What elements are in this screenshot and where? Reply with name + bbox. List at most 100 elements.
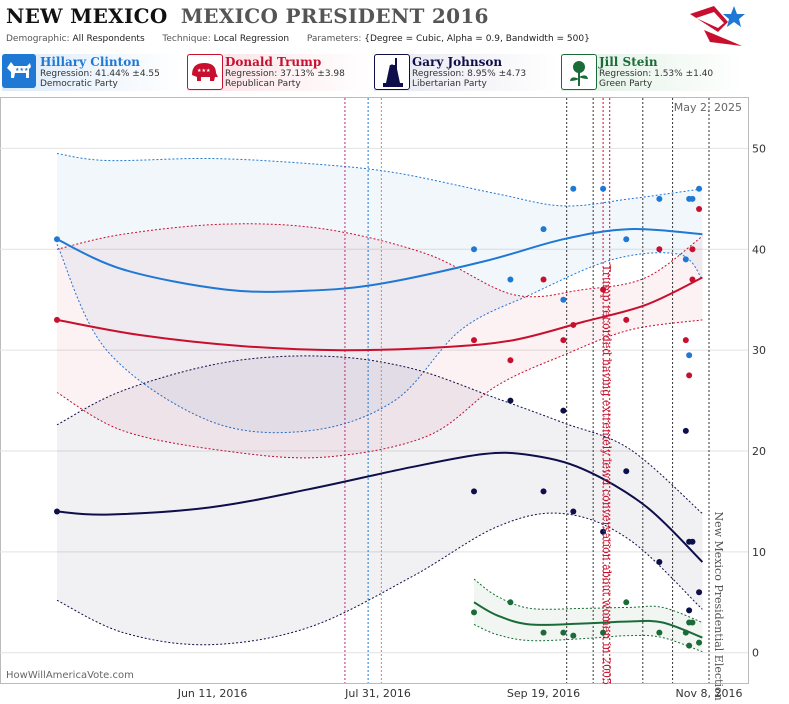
poll-point — [656, 246, 663, 253]
poll-point — [540, 629, 547, 636]
statue-of-liberty-icon — [374, 54, 410, 90]
poll-point — [540, 488, 547, 495]
poll-point — [54, 316, 60, 323]
confidence-lower-line — [56, 244, 703, 434]
poll-point — [696, 205, 703, 212]
poll-point — [623, 316, 630, 323]
poll-point — [696, 639, 703, 646]
confidence-lower-line — [56, 319, 703, 459]
candidate-regression: Regression: 37.13% ±3.98 — [225, 69, 345, 79]
parameters-value: {Degree = Cubic, Alpha = 0.9, Bandwidth … — [364, 34, 590, 44]
poll-point — [689, 619, 696, 626]
candidate-name: Gary Johnson — [412, 55, 503, 69]
poll-point — [686, 372, 693, 379]
candidate-card-trump: ★★★ Donald Trump Regression: 37.13% ±3.9… — [187, 54, 370, 91]
poll-point — [656, 558, 663, 565]
candidate-party: Republican Party — [225, 79, 301, 89]
poll-point — [682, 256, 689, 263]
demographic-value: All Respondents — [72, 34, 145, 44]
poll-point — [560, 337, 567, 344]
demographic-label: Demographic: — [6, 34, 70, 44]
confidence-band-fill — [57, 223, 703, 458]
poll-point — [656, 629, 663, 636]
parameters-line: Demographic: All Respondents Technique: … — [6, 34, 590, 44]
rose-icon — [561, 54, 597, 90]
candidate-party: Libertarian Party — [412, 79, 487, 89]
confidence-lower-line — [473, 624, 703, 653]
grid-lines — [0, 147, 748, 654]
site-logo-icon — [690, 6, 745, 46]
y-tick-label: 0 — [752, 647, 759, 660]
candidate-name: Jill Stein — [599, 55, 658, 69]
technique-label: Technique: — [162, 34, 211, 44]
candidate-card-stein: Jill Stein Regression: 1.53% ±1.40 Green… — [561, 54, 744, 91]
confidence-upper-line — [56, 223, 703, 298]
poll-point — [682, 629, 689, 636]
candidate-card-clinton: ★★★ Hillary Clinton Regression: 41.44% ±… — [2, 54, 182, 91]
poll-point — [471, 609, 478, 616]
poll-point — [600, 185, 607, 192]
y-tick-label: 40 — [752, 243, 766, 256]
candidate-regression: Regression: 41.44% ±4.55 — [40, 69, 160, 79]
plot-frame — [0, 97, 749, 684]
confidence-lower-line — [56, 512, 703, 646]
candidate-regression: Regression: 1.53% ±1.40 — [599, 69, 714, 79]
poll-point — [600, 629, 607, 636]
y-tick-label: 20 — [752, 445, 766, 458]
poll-point — [471, 337, 478, 344]
poll-point — [540, 226, 547, 233]
x-axis-ticks: Jun 11, 2016 Jul 31, 2016 Sep 19, 2016 Nov … — [177, 687, 743, 700]
poll-point — [686, 607, 693, 614]
trend-line — [56, 451, 704, 563]
poll-point — [507, 599, 514, 606]
x-tick-label: Jul 31, 2016 — [344, 687, 411, 700]
poll-point — [560, 296, 567, 303]
x-tick-label: Nov 8, 2016 — [676, 687, 743, 700]
confidence-upper-line — [473, 578, 703, 623]
poll-point — [656, 195, 663, 202]
race-title: MEXICO PRESIDENT 2016 — [180, 4, 489, 28]
donkey-icon: ★★★ — [2, 54, 36, 88]
candidate-regression: Regression: 8.95% ±4.73 — [412, 69, 527, 79]
parameters-label: Parameters: — [306, 34, 362, 44]
confidence-band-fill — [57, 355, 703, 645]
state-title: NEW MEXICO — [6, 4, 168, 28]
candidate-party: Green Party — [599, 79, 653, 89]
poll-point — [623, 468, 630, 475]
trend-line — [56, 228, 703, 293]
poll-point — [682, 427, 689, 434]
poll-point — [471, 246, 478, 253]
poll-points — [54, 185, 703, 649]
event-lines — [344, 98, 710, 683]
y-tick-label: 10 — [752, 546, 766, 559]
poll-point — [570, 321, 577, 328]
poll-point — [507, 276, 514, 283]
trend-line — [473, 601, 703, 639]
confidence-band-fill — [474, 579, 703, 652]
y-tick-label: 50 — [752, 142, 766, 155]
confidence-band-fill — [57, 153, 703, 433]
y-tick-label: 30 — [752, 344, 766, 357]
candidate-party: Democratic Party — [40, 79, 118, 89]
trend-line — [56, 276, 703, 352]
candidate-name: Hillary Clinton — [40, 55, 140, 69]
poll-point — [696, 185, 703, 192]
annotation-label: New Mexico Presidential Election — [712, 512, 725, 701]
poll-point — [540, 276, 547, 283]
poll-point — [689, 538, 696, 545]
y-axis-ticks: 0 10 20 30 40 50 — [752, 142, 766, 659]
watermark-text: HowWillAmericaVote.com — [6, 670, 134, 681]
confidence-upper-line — [56, 153, 703, 207]
poll-point — [560, 629, 567, 636]
poll-point — [507, 397, 514, 404]
trend-lines — [56, 228, 704, 639]
chart-date-label: May 2, 2025 — [674, 101, 742, 114]
poll-point — [689, 195, 696, 202]
confidence-bands — [56, 153, 703, 653]
poll-point — [471, 488, 478, 495]
poll-point — [623, 599, 630, 606]
svg-text:★★★: ★★★ — [197, 68, 211, 74]
svg-text:★★★: ★★★ — [15, 67, 29, 73]
confidence-upper-line — [56, 355, 703, 514]
